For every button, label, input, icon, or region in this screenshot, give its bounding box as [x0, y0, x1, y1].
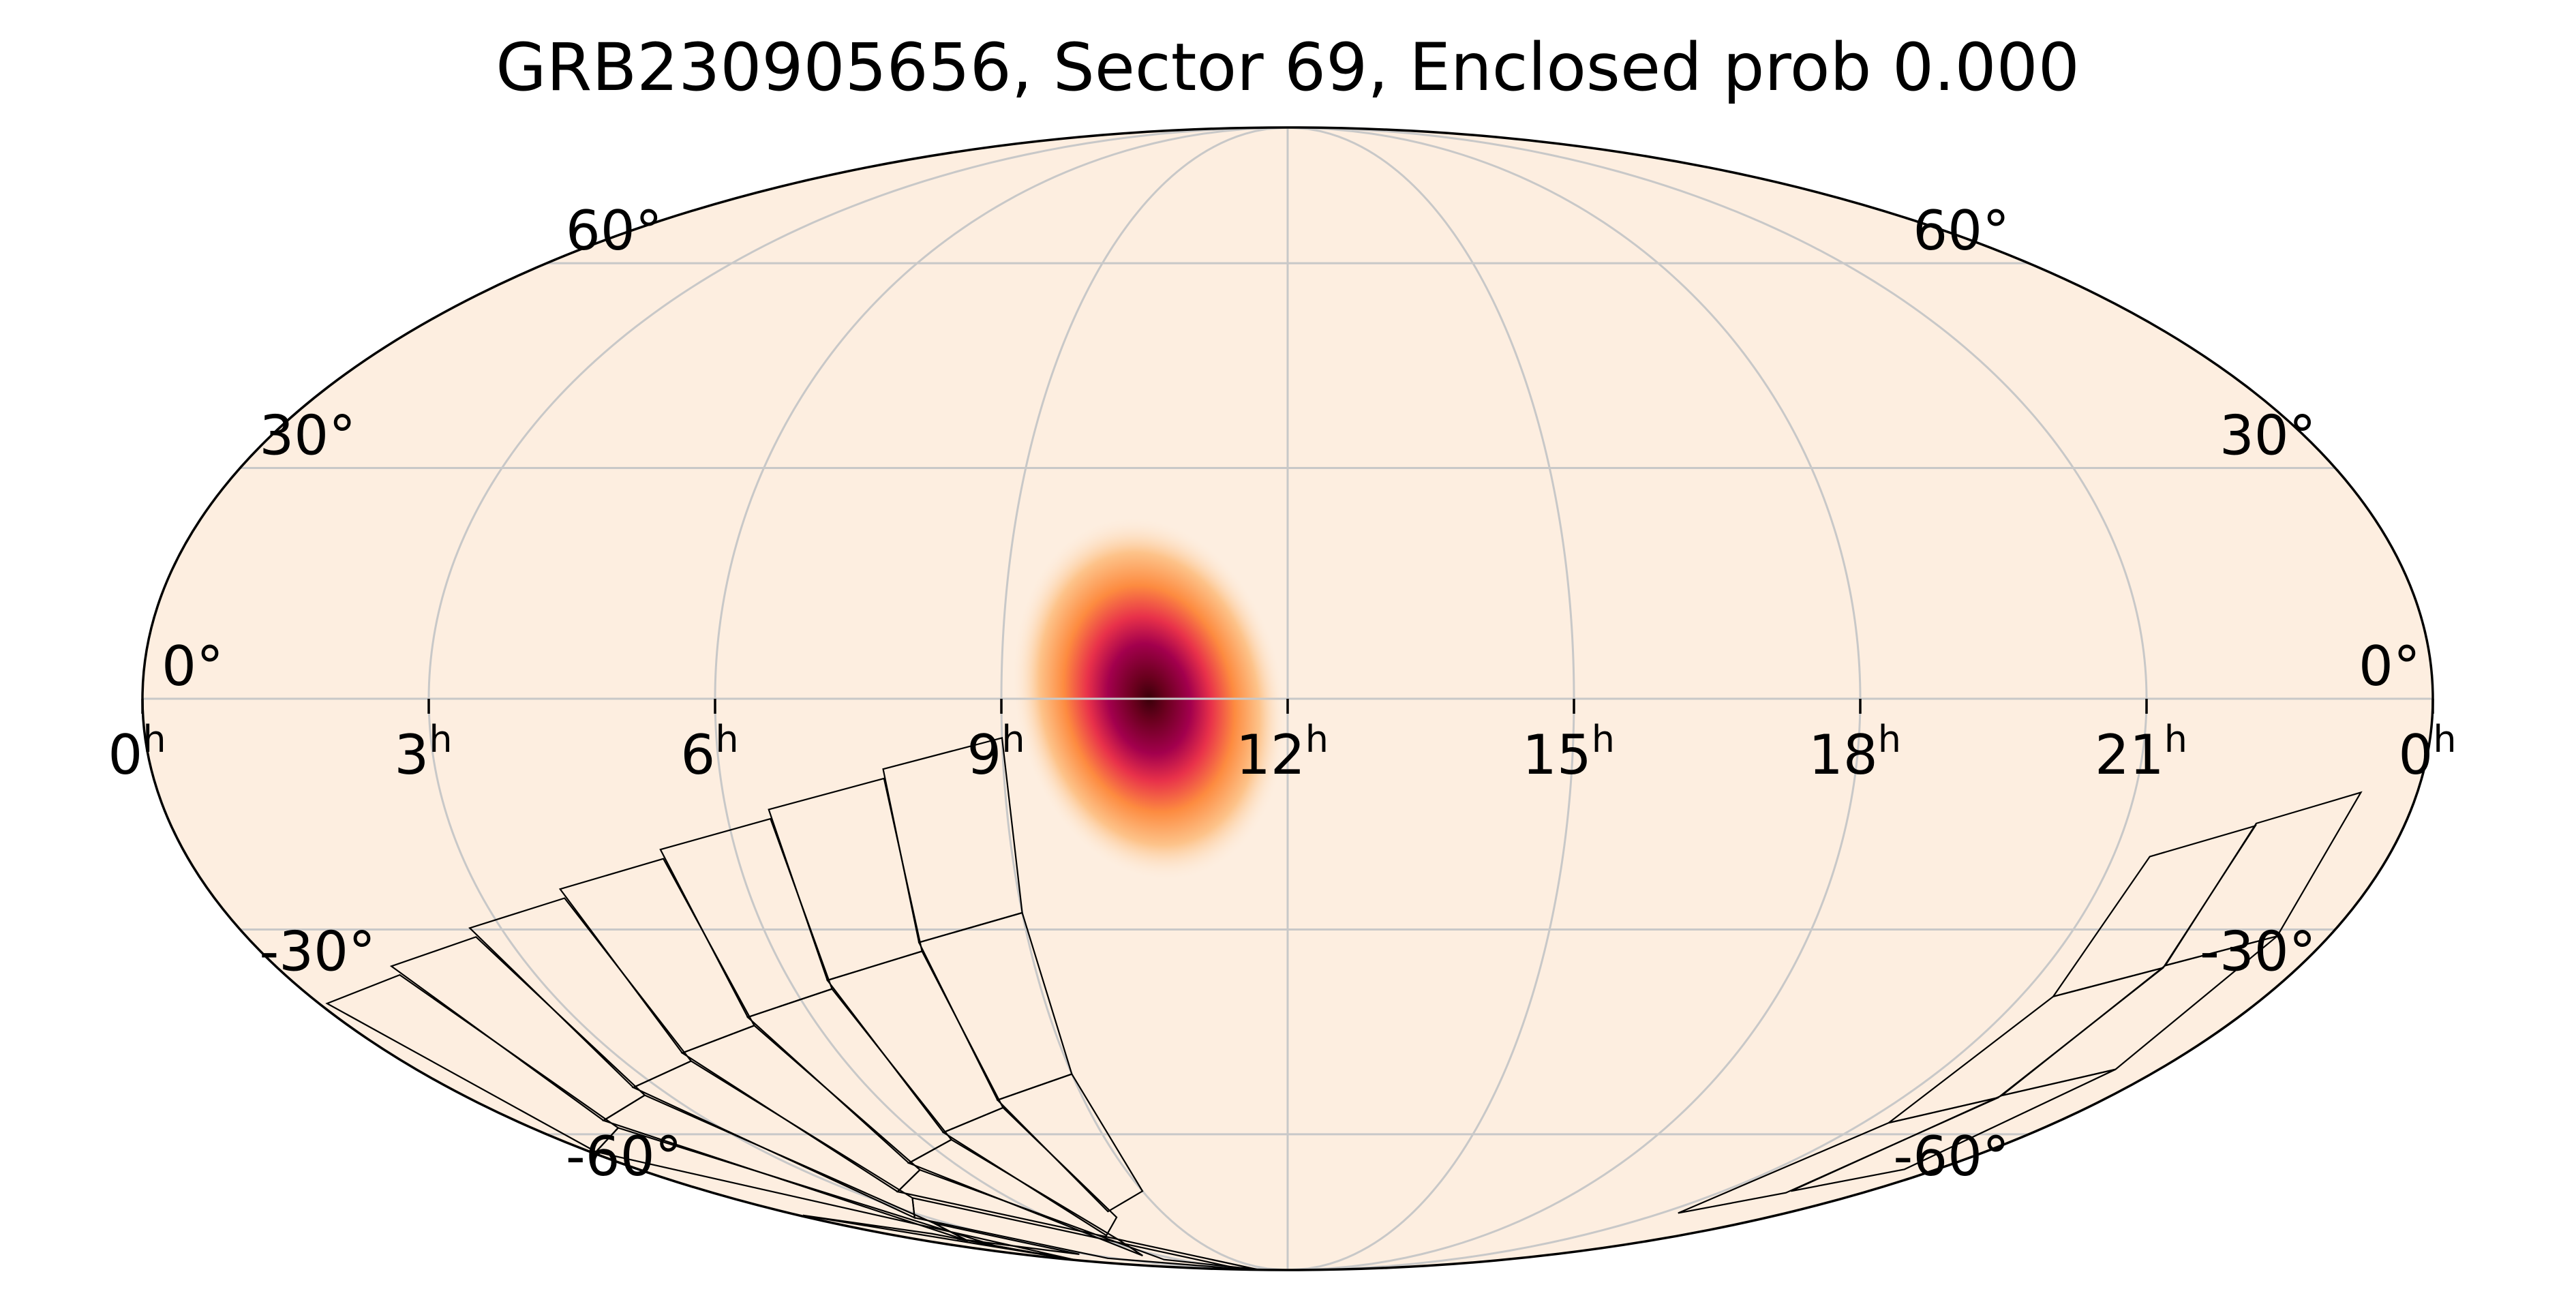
ccd-outline: [907, 1138, 1143, 1256]
ra-tick-label: 21h: [2095, 718, 2187, 787]
dec-tick-label-right: 30°: [259, 404, 356, 467]
dec-tick-label-left: 60°: [1913, 199, 2010, 262]
dec-tick-label-right: 0°: [162, 635, 224, 698]
ra-tick-label: 0h: [2398, 718, 2456, 787]
dec-tick-label-right: -30°: [259, 920, 376, 984]
ra-tick-label: 0h: [108, 718, 166, 787]
ccd-outline: [911, 1196, 1241, 1270]
ra-tick-label: 18h: [1808, 718, 1901, 787]
dec-tick-labels: 60° 60° 30° 30° 0° 0° -30° -30° -60° -60°: [162, 199, 2421, 1188]
ccd-outline: [941, 1106, 1118, 1237]
ra-tick-label: 6h: [680, 718, 738, 787]
ra-tick-label: 9h: [967, 718, 1025, 787]
dec-tick-label-left: 30°: [2219, 404, 2316, 467]
chart-title: GRB230905656, Sector 69, Enclosed prob 0…: [496, 29, 2080, 106]
dec-tick-label-left: -60°: [1893, 1125, 2010, 1188]
dec-tick-label-left: -30°: [2200, 920, 2316, 984]
sector-footprint: [1678, 791, 2363, 1214]
dec-tick-label-right: -60°: [566, 1125, 682, 1188]
ra-tick-labels: 0h 21h 18h 15h 12h 9h 6h 3h 0h: [108, 699, 2457, 787]
ra-tick-label: 3h: [394, 718, 452, 787]
ra-tick-label: 12h: [1236, 718, 1329, 787]
ccd-outline: [1678, 1097, 1999, 1214]
ra-tick-label: 15h: [1522, 718, 1615, 787]
ccd-outline: [996, 1073, 1144, 1213]
dec-tick-label-right: 60°: [566, 199, 663, 262]
dec-tick-label-left: 0°: [2359, 635, 2421, 698]
